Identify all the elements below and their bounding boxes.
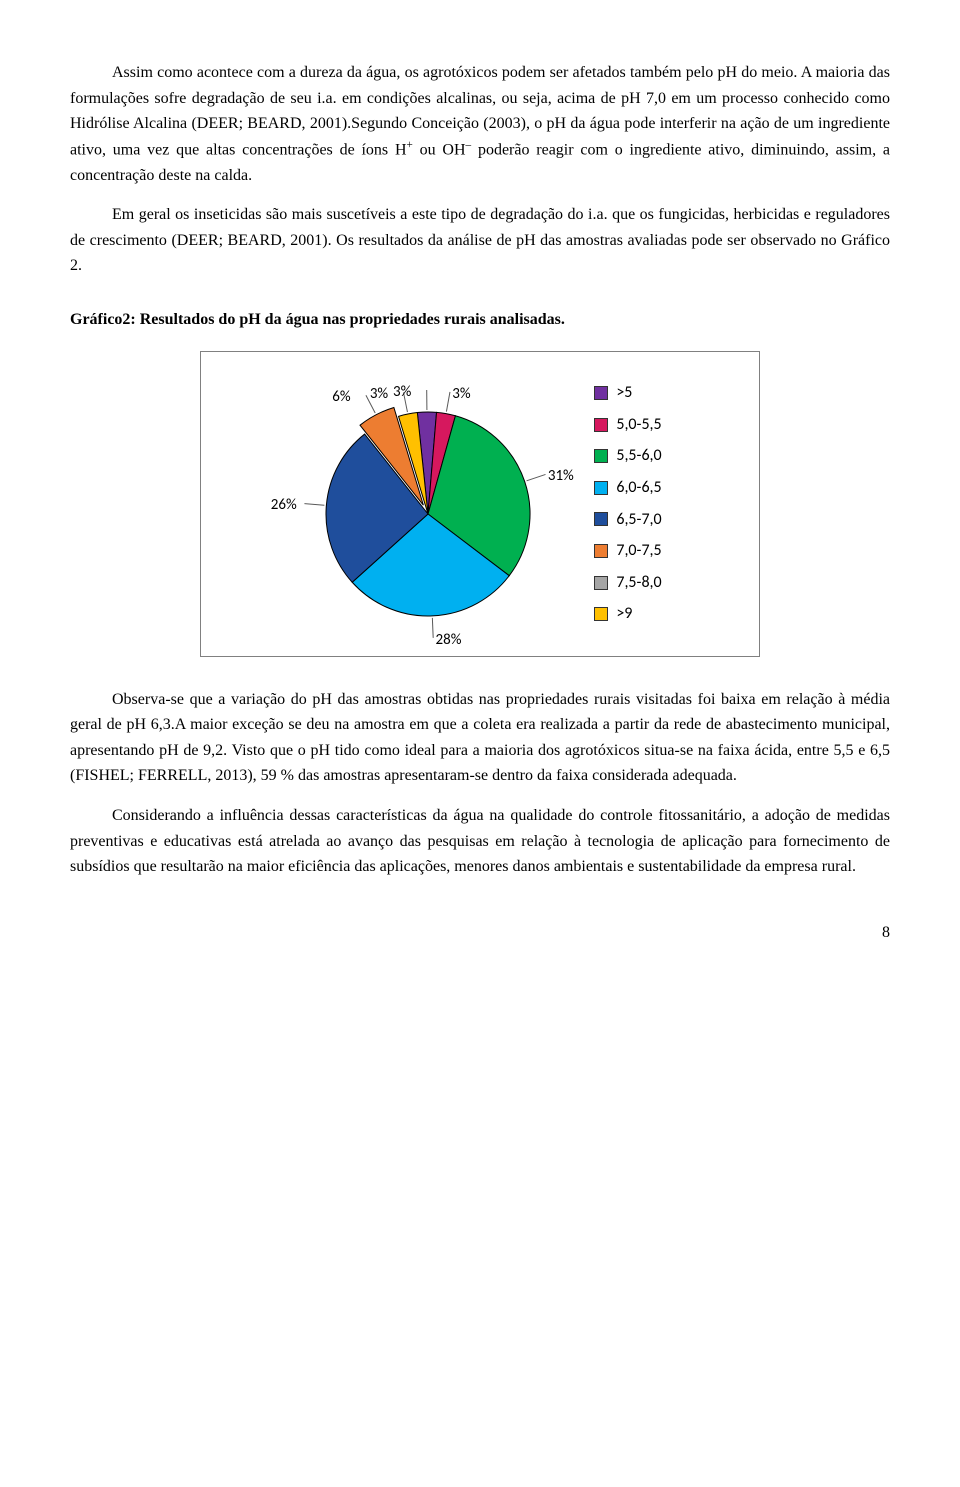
legend-item: 6,5-7,0	[594, 507, 661, 533]
pie-slice-label: 6%	[332, 385, 350, 409]
legend-label: >9	[616, 601, 632, 627]
p1-text-b: ou OH	[413, 141, 466, 158]
paragraph-4: Considerando a influência dessas caracte…	[70, 803, 890, 880]
legend-swatch	[594, 576, 608, 590]
pie-leader	[527, 474, 546, 480]
legend-swatch	[594, 386, 608, 400]
paragraph-3: Observa-se que a variação do pH das amos…	[70, 687, 890, 789]
legend-label: 5,0-5,5	[616, 412, 661, 438]
legend-label: 6,0-6,5	[616, 475, 661, 501]
legend-swatch	[594, 449, 608, 463]
legend-label: 7,5-8,0	[616, 570, 661, 596]
legend-label: >5	[616, 380, 632, 406]
legend-swatch	[594, 481, 608, 495]
legend-item: 6,0-6,5	[594, 475, 661, 501]
legend-item: 7,5-8,0	[594, 570, 661, 596]
pie-slice-label: 28%	[436, 628, 462, 652]
legend-swatch	[594, 418, 608, 432]
paragraph-1: Assim como acontece com a dureza da água…	[70, 60, 890, 188]
pie-leader	[447, 392, 451, 412]
pie-slice-label: 26%	[271, 493, 297, 517]
chart-legend: >5 5,0-5,5 5,5-6,0 6,0-6,5 6,5-7,0 7,0-7,5 7,5…	[594, 380, 661, 627]
pie-chart: 3%3%31%28%26%6%3%	[298, 374, 558, 634]
pie-slice-label: 3%	[452, 382, 470, 406]
paragraph-2: Em geral os inseticidas são mais suscetí…	[70, 202, 890, 279]
legend-label: 7,0-7,5	[616, 538, 661, 564]
legend-swatch	[594, 544, 608, 558]
legend-item: 7,0-7,5	[594, 538, 661, 564]
pie-svg	[298, 374, 558, 634]
legend-label: 5,5-6,0	[616, 443, 661, 469]
legend-item: 5,0-5,5	[594, 412, 661, 438]
chart-title: Gráfico2: Resultados do pH da água nas p…	[70, 307, 890, 333]
pie-slice-label: 31%	[548, 464, 574, 488]
legend-item: >5	[594, 380, 661, 406]
legend-swatch	[594, 512, 608, 526]
legend-item: >9	[594, 601, 661, 627]
pie-leader	[433, 618, 434, 638]
legend-label: 6,5-7,0	[616, 507, 661, 533]
pie-slice-label: 3%	[393, 380, 411, 404]
legend-swatch	[594, 607, 608, 621]
page-number: 8	[70, 920, 890, 946]
pie-leader	[305, 503, 325, 505]
pie-slice-label: 3%	[370, 382, 388, 406]
pie-chart-container: 3%3%31%28%26%6%3% >55,0-5,55,5-6,06,0-6,…	[200, 351, 760, 657]
legend-item: 5,5-6,0	[594, 443, 661, 469]
